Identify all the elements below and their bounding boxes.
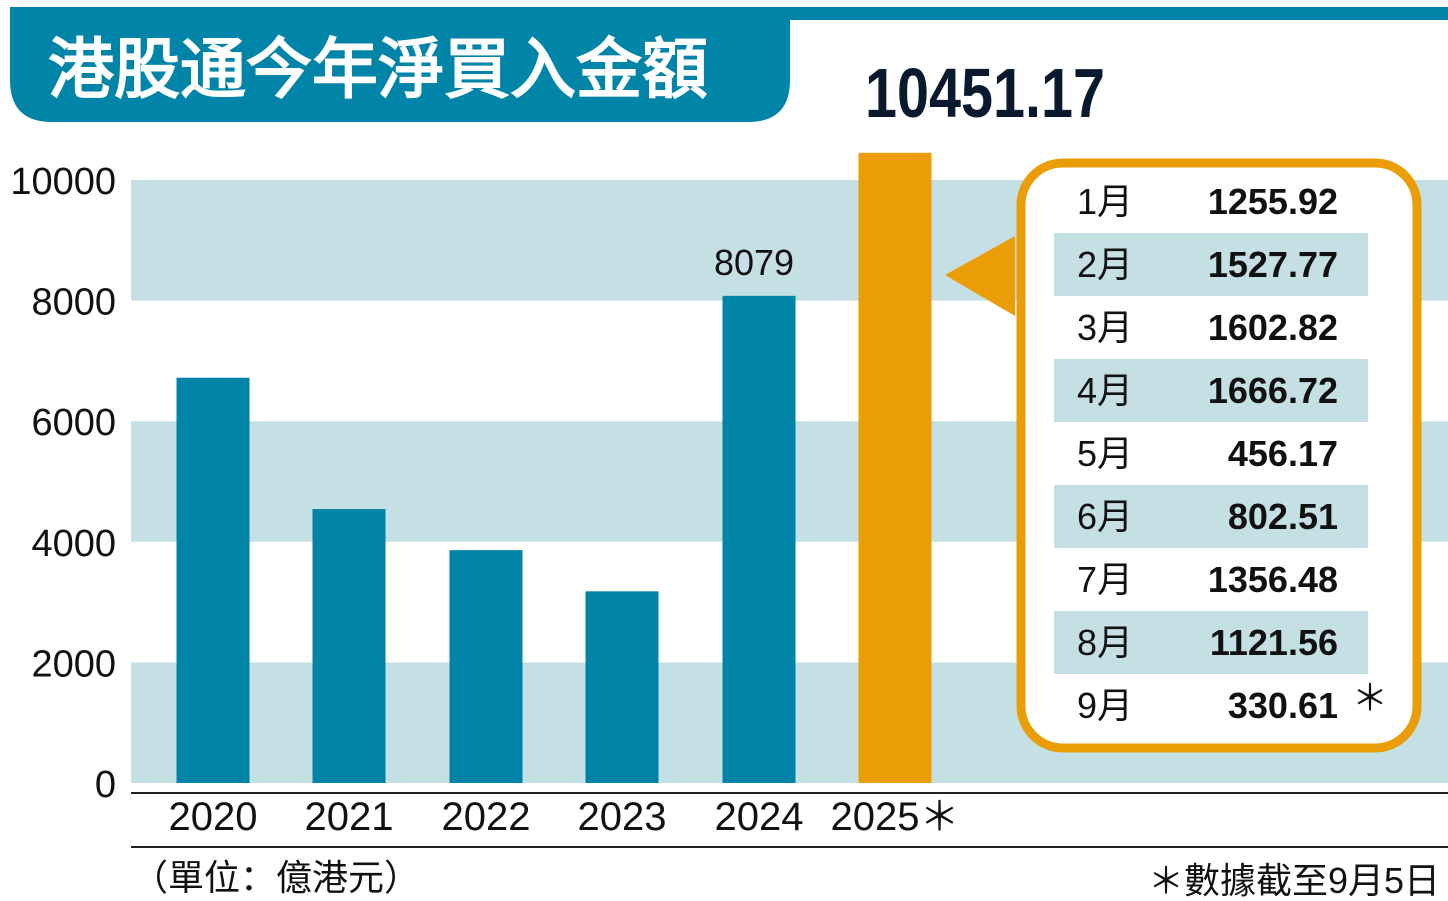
- x-tick-label: 2025＊: [831, 795, 960, 839]
- row-band: [1054, 359, 1368, 422]
- partial-month-mark: ＊: [1352, 677, 1388, 718]
- x-tick-label: 2021: [305, 795, 394, 839]
- bar-2021: [312, 509, 386, 783]
- bar-2023: [585, 591, 659, 783]
- month-value: 330.61: [1228, 685, 1338, 726]
- row-band: [1054, 485, 1368, 548]
- row-band: [1054, 233, 1368, 296]
- month-label: 3月: [1077, 307, 1133, 348]
- x-tick-label: 2023: [578, 795, 667, 839]
- month-value: 456.17: [1228, 433, 1338, 474]
- data-label-total: 10451.17: [865, 54, 1105, 132]
- data-label: 8079: [714, 242, 794, 283]
- y-tick-label: 0: [95, 764, 116, 806]
- footnote: ＊數據截至9月5日: [1148, 860, 1440, 901]
- y-tick-label: 6000: [31, 402, 116, 444]
- callout-pointer: [945, 236, 1015, 316]
- month-label: 5月: [1077, 433, 1133, 474]
- x-tick-label: 2022: [442, 795, 531, 839]
- month-label: 4月: [1077, 370, 1133, 411]
- y-tick-label: 10000: [10, 161, 116, 203]
- month-value: 1602.82: [1208, 307, 1338, 348]
- month-label: 6月: [1077, 496, 1133, 537]
- month-label: 7月: [1077, 559, 1133, 600]
- monthly-breakdown-box: [1016, 158, 1422, 753]
- row-band: [1054, 611, 1368, 674]
- month-value: 1121.56: [1210, 622, 1338, 663]
- x-tick-label: 2020: [169, 795, 258, 839]
- month-value: 1356.48: [1208, 559, 1338, 600]
- month-label: 9月: [1077, 685, 1133, 726]
- month-label: 1月: [1077, 181, 1133, 222]
- title-banner: [10, 14, 790, 122]
- month-value: 802.51: [1228, 496, 1338, 537]
- x-tick-label: 2024: [715, 795, 804, 839]
- bar-2022: [449, 550, 523, 783]
- y-tick-label: 4000: [31, 523, 116, 565]
- y-tick-label: 8000: [31, 282, 116, 324]
- month-label: 8月: [1077, 622, 1133, 663]
- unit-note: （單位：億港元）: [132, 857, 420, 898]
- month-value: 1255.92: [1208, 181, 1338, 222]
- bar-2024: [722, 295, 796, 783]
- month-label: 2月: [1077, 244, 1133, 285]
- bar-2025: [858, 152, 932, 784]
- y-tick-label: 2000: [31, 643, 116, 685]
- month-value: 1527.77: [1208, 244, 1338, 285]
- chart-title: 港股通今年淨買入金額: [48, 32, 708, 106]
- month-value: 1666.72: [1208, 370, 1338, 411]
- bar-2020: [176, 377, 250, 783]
